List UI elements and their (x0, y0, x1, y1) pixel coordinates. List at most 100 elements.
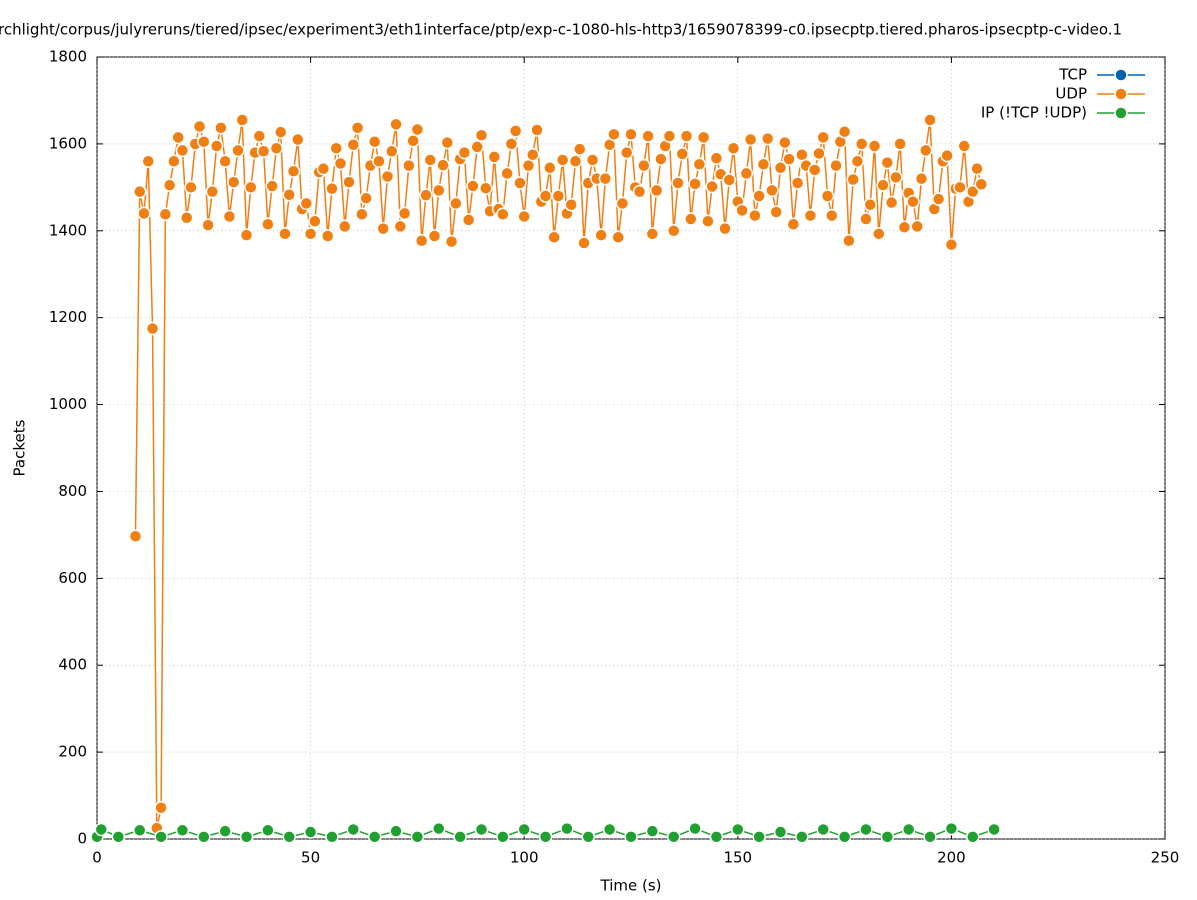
data-point (209, 139, 224, 153)
x-tick-label: 250 (1151, 849, 1180, 867)
data-point (688, 177, 702, 191)
data-point (218, 824, 232, 838)
data-point (632, 184, 647, 199)
data-point (201, 218, 215, 232)
y-tick-label: 800 (58, 482, 87, 500)
data-point (731, 822, 745, 837)
data-point (338, 219, 352, 234)
data-point (474, 822, 489, 837)
data-point (692, 157, 707, 172)
data-point (679, 129, 694, 143)
data-point (748, 208, 762, 223)
data-point (154, 830, 168, 844)
data-point (816, 130, 830, 145)
data-point (756, 157, 771, 172)
legend-label: IP (!TCP !UDP) (981, 104, 1087, 122)
data-point (709, 151, 724, 165)
data-point (944, 237, 959, 252)
data-point (897, 220, 912, 235)
data-point (525, 148, 540, 162)
data-point (273, 125, 288, 139)
data-point (496, 830, 510, 844)
legend-label: TCP (1058, 66, 1087, 84)
data-point (111, 830, 126, 844)
data-point (893, 137, 907, 151)
data-point (901, 822, 916, 837)
data-point (303, 825, 318, 839)
data-point (987, 822, 1001, 837)
data-point (624, 830, 638, 844)
data-point (953, 180, 967, 195)
data-point (760, 131, 775, 146)
data-point (308, 214, 322, 228)
data-point (551, 189, 566, 203)
data-point (470, 140, 484, 154)
data-point (504, 137, 519, 151)
data-point (184, 180, 198, 195)
data-point (487, 150, 502, 164)
data-point (769, 205, 783, 219)
data-point (859, 822, 873, 837)
data-point (325, 830, 339, 844)
data-point (966, 184, 980, 199)
data-point (466, 179, 480, 193)
data-point (440, 135, 455, 150)
data-point (389, 117, 403, 132)
data-point (701, 214, 715, 228)
data-point (342, 175, 356, 189)
data-point (461, 213, 476, 227)
data-point (820, 189, 835, 203)
data-point (859, 212, 873, 226)
data-point (282, 830, 296, 844)
data-point (192, 119, 207, 134)
data-point (239, 228, 254, 242)
data-point (226, 175, 241, 189)
data-point (158, 207, 173, 222)
data-point (141, 154, 156, 169)
data-point (602, 822, 617, 837)
x-tick-label: 50 (301, 849, 320, 867)
data-point (175, 143, 190, 158)
data-point (256, 144, 271, 159)
data-point (355, 207, 369, 222)
data-point (743, 132, 758, 147)
data-point (884, 195, 899, 210)
data-point (453, 830, 467, 844)
y-tick-label: 600 (58, 569, 87, 587)
data-point (244, 180, 258, 195)
data-point (688, 821, 702, 836)
data-point (914, 171, 929, 186)
data-point (637, 158, 651, 173)
x-tick-label: 100 (510, 849, 539, 867)
data-point (560, 821, 574, 836)
data-point (790, 176, 805, 190)
data-point (303, 227, 318, 241)
data-point (684, 212, 698, 226)
data-point (585, 153, 600, 167)
data-point (197, 134, 211, 149)
data-point (393, 219, 408, 234)
data-point (645, 824, 660, 838)
data-point (837, 124, 852, 139)
data-point (261, 823, 275, 838)
data-point (649, 183, 664, 198)
data-point (812, 146, 826, 161)
y-tick-label: 1600 (49, 134, 87, 152)
data-point (235, 113, 249, 127)
data-point (252, 129, 267, 143)
data-point (329, 141, 343, 155)
data-point (829, 158, 843, 173)
x-tick-label: 0 (92, 849, 102, 867)
data-point (547, 230, 561, 245)
data-point (854, 137, 869, 151)
data-point (876, 178, 890, 192)
x-tick-label: 200 (937, 849, 966, 867)
data-point (162, 178, 177, 192)
data-point (372, 154, 386, 169)
data-point (218, 154, 232, 169)
data-point (850, 154, 865, 169)
data-point (406, 134, 420, 148)
y-tick-label: 200 (58, 743, 87, 761)
data-point (346, 138, 361, 152)
data-point (380, 169, 395, 184)
